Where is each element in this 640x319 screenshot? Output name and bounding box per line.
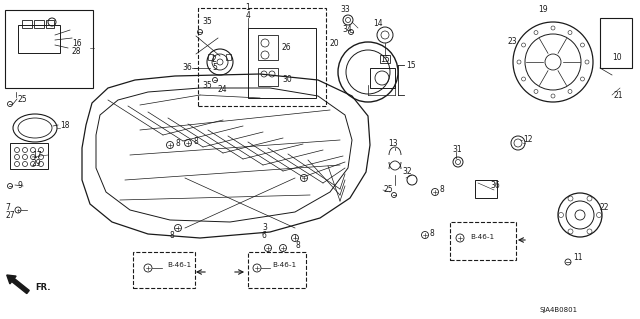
Text: 30: 30 <box>282 76 292 85</box>
Bar <box>10 143 48 169</box>
Text: 4: 4 <box>246 11 250 20</box>
Bar <box>475 180 497 198</box>
Text: 2: 2 <box>212 56 217 64</box>
Bar <box>248 28 316 98</box>
Text: 16: 16 <box>72 39 82 48</box>
Text: 29: 29 <box>32 159 42 167</box>
Text: 18: 18 <box>60 121 70 130</box>
Text: 31: 31 <box>452 145 461 154</box>
Text: 8: 8 <box>170 231 175 240</box>
Text: 22: 22 <box>600 204 609 212</box>
Text: 35: 35 <box>202 18 212 26</box>
Text: 8: 8 <box>440 186 445 195</box>
Text: 15: 15 <box>380 56 390 64</box>
Text: 1: 1 <box>246 4 250 12</box>
Text: 10: 10 <box>612 54 621 63</box>
Text: 20: 20 <box>330 39 340 48</box>
FancyArrow shape <box>7 275 29 293</box>
Text: 9: 9 <box>17 181 22 189</box>
Text: 25: 25 <box>18 94 28 103</box>
Text: 13: 13 <box>388 138 397 147</box>
Bar <box>198 8 326 106</box>
Text: 11: 11 <box>573 253 582 262</box>
Text: 14: 14 <box>373 19 383 28</box>
Text: 34: 34 <box>342 26 352 34</box>
Bar <box>380 55 390 63</box>
Bar <box>133 252 195 288</box>
Bar <box>18 25 60 53</box>
Text: 26: 26 <box>282 43 292 53</box>
Text: FR.: FR. <box>35 284 51 293</box>
Bar <box>258 68 278 86</box>
Bar <box>248 252 306 288</box>
Text: 8: 8 <box>430 228 435 238</box>
Bar <box>450 222 516 260</box>
Text: 8: 8 <box>194 137 199 146</box>
Bar <box>258 35 278 60</box>
Text: 12: 12 <box>523 136 532 145</box>
Bar <box>600 18 632 68</box>
Bar <box>34 20 44 28</box>
Text: 15: 15 <box>406 61 415 70</box>
Bar <box>22 20 32 28</box>
Text: B-46-1: B-46-1 <box>470 234 494 240</box>
Text: 3: 3 <box>262 224 267 233</box>
Text: 8: 8 <box>295 241 300 249</box>
Bar <box>208 54 213 60</box>
Text: 6: 6 <box>262 232 267 241</box>
Text: 25: 25 <box>383 186 392 195</box>
Text: SJA4B0801: SJA4B0801 <box>540 307 578 313</box>
Text: 33: 33 <box>340 4 349 13</box>
Text: 17: 17 <box>32 151 42 160</box>
Text: 28: 28 <box>72 47 81 56</box>
Bar <box>226 54 231 60</box>
Text: 8: 8 <box>176 139 180 149</box>
Bar <box>370 68 395 88</box>
Text: 27: 27 <box>5 211 15 219</box>
Text: 23: 23 <box>508 38 518 47</box>
Text: B-46-1: B-46-1 <box>272 262 296 268</box>
Text: 32: 32 <box>402 167 412 176</box>
Text: 24: 24 <box>217 85 227 94</box>
Text: 19: 19 <box>538 5 548 14</box>
Bar <box>46 20 54 28</box>
Bar <box>5 10 93 88</box>
Text: 35: 35 <box>202 80 212 90</box>
Text: 7: 7 <box>5 203 10 211</box>
Text: 21: 21 <box>613 91 623 100</box>
Text: B-46-1: B-46-1 <box>167 262 191 268</box>
Text: 36: 36 <box>490 181 500 189</box>
Text: 5: 5 <box>212 63 217 72</box>
Text: 36: 36 <box>182 63 192 72</box>
